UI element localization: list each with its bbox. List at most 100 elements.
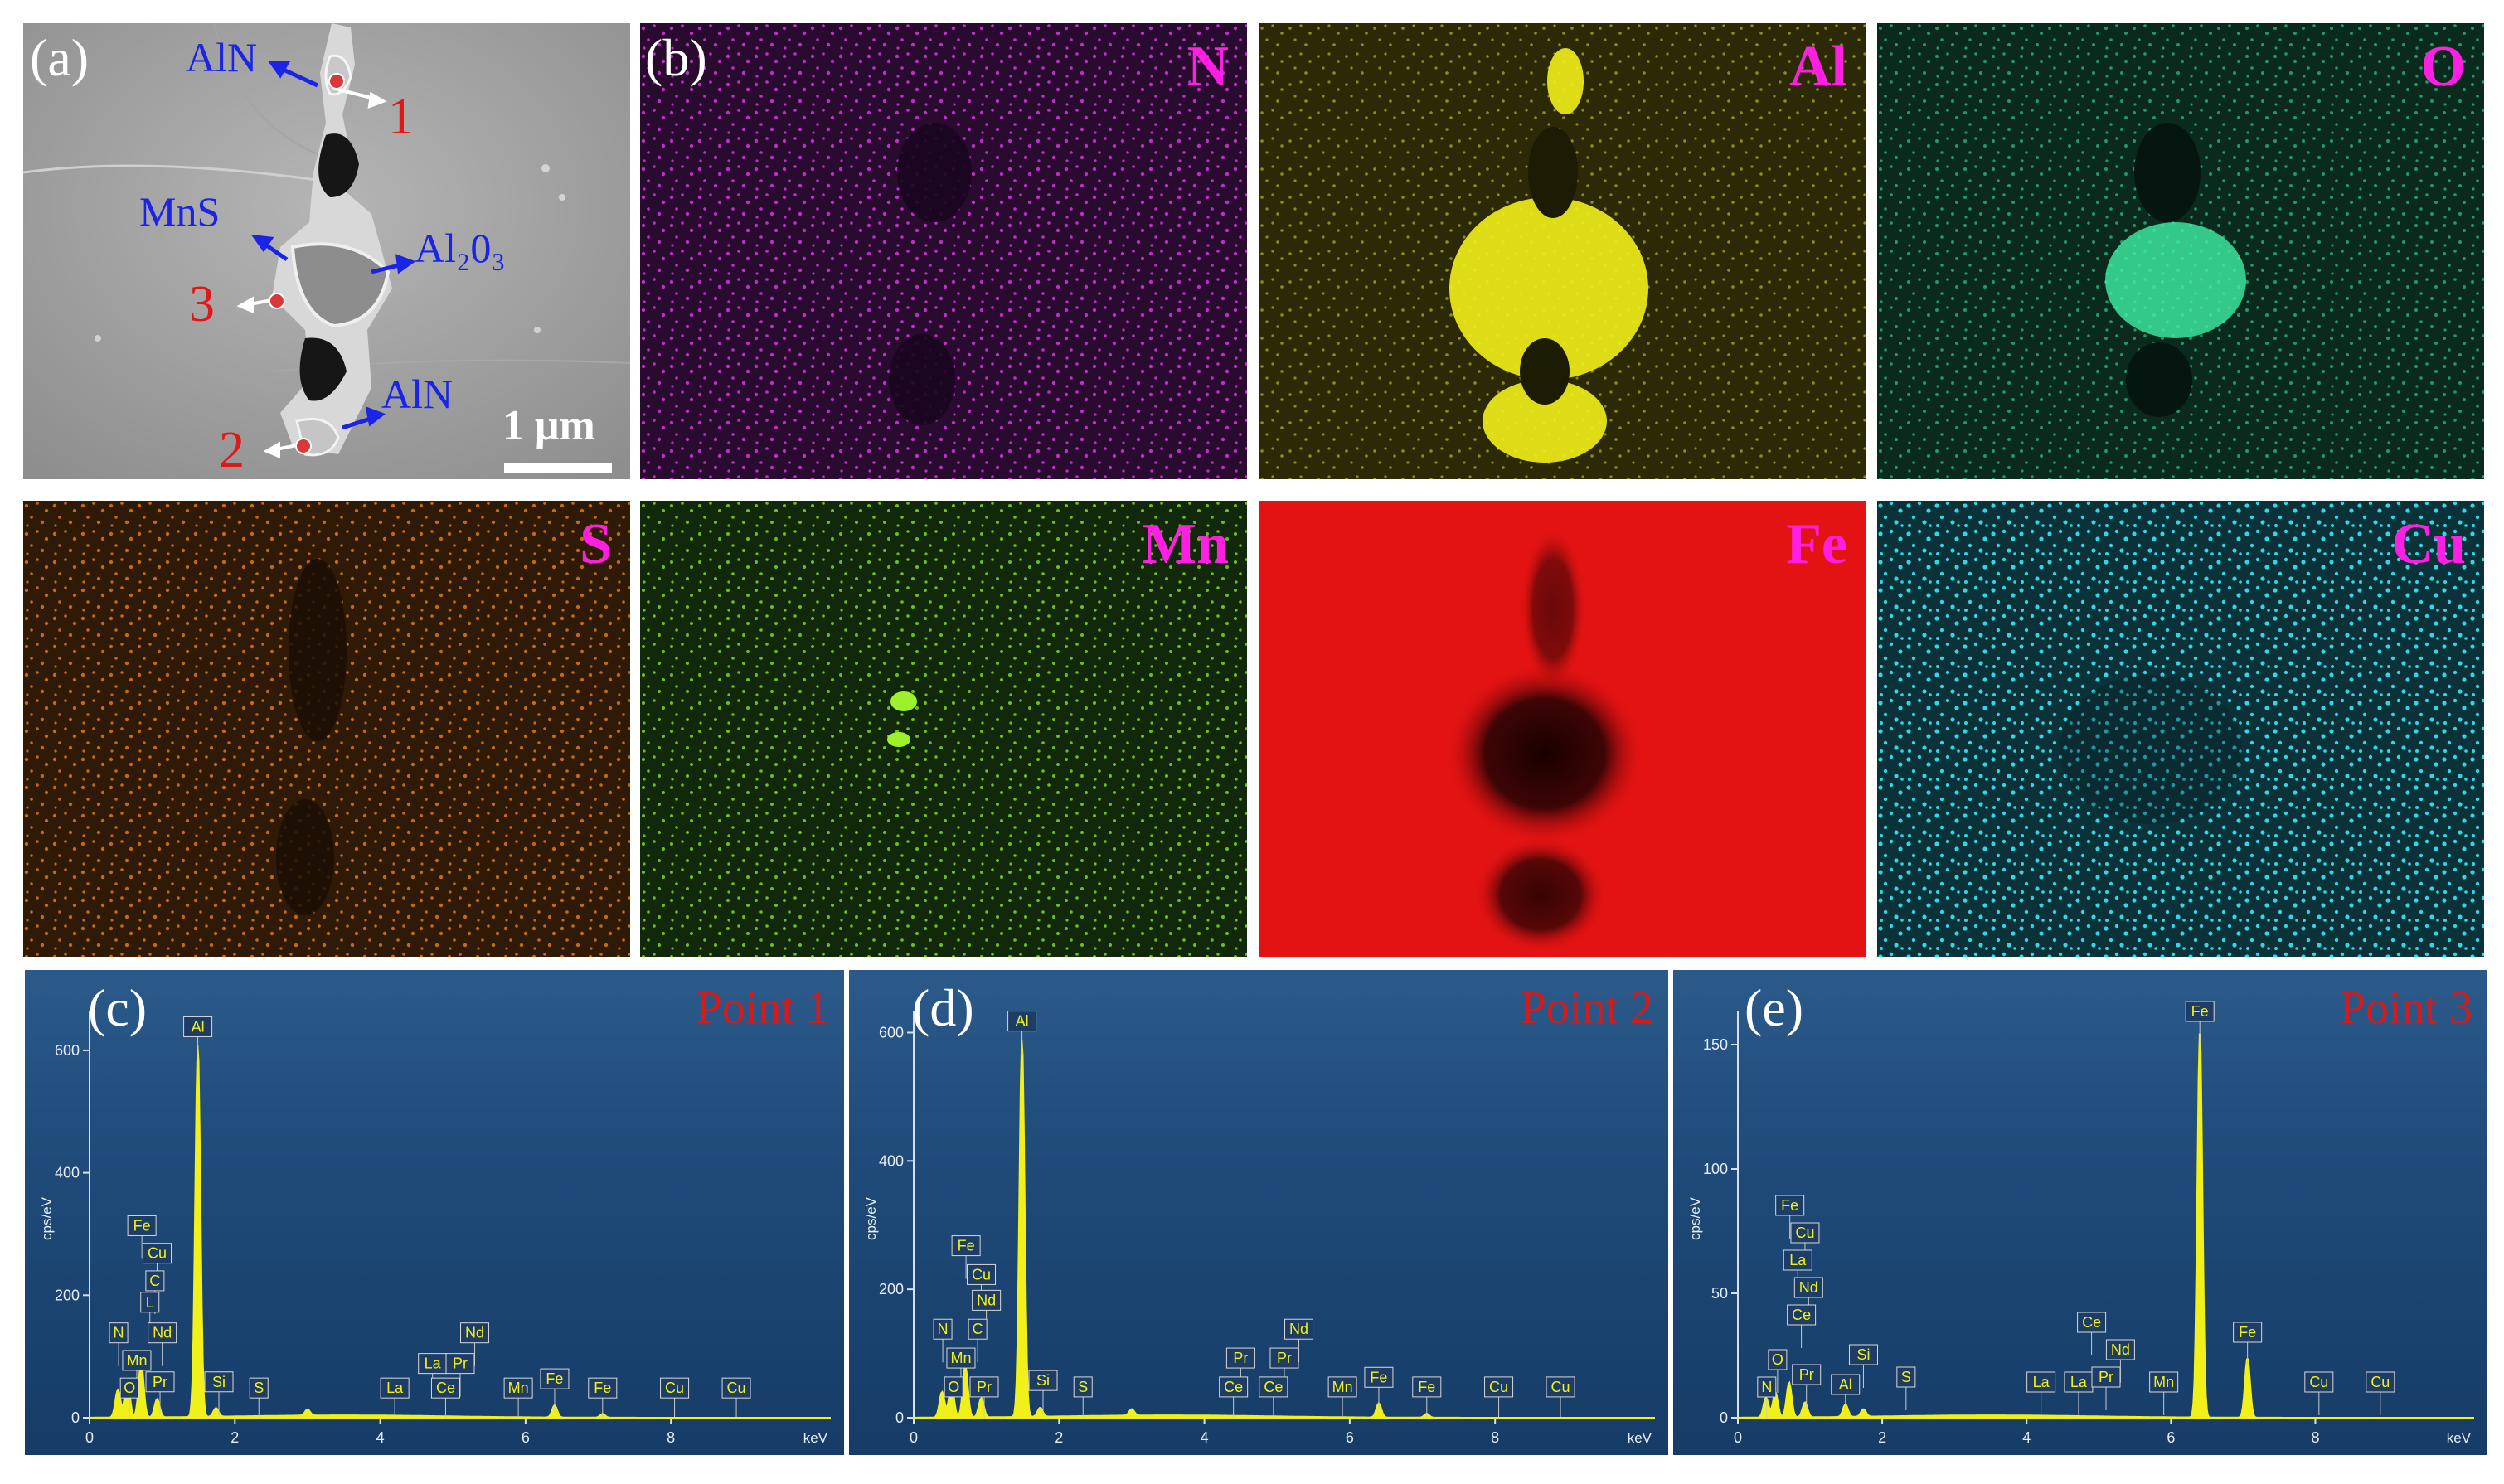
element-label: Cu: [2366, 1371, 2395, 1415]
element-label-text: Nd: [153, 1325, 172, 1341]
element-label-box: [944, 1376, 963, 1398]
panel-label-c: (c): [88, 978, 148, 1037]
annotation-al2o3: Al₂0₃: [415, 225, 506, 271]
annotation-aln-bottom: AlN: [381, 371, 454, 417]
x-axis-label: keV: [1628, 1430, 1652, 1446]
element-label: Fe: [2233, 1322, 2263, 1365]
y-tick-label: 100: [1703, 1161, 1728, 1177]
element-label-box: [1219, 1376, 1249, 1398]
element-label-box: [2077, 1312, 2107, 1333]
element-label-box: [109, 1322, 129, 1344]
element-label: Pr: [969, 1376, 999, 1418]
element-label: La: [380, 1377, 410, 1418]
element-label: Mn: [122, 1350, 152, 1394]
element-label-box: [721, 1377, 751, 1399]
element-label-text: Si: [1856, 1346, 1870, 1363]
element-label-text: Cu: [1795, 1225, 1814, 1241]
eds-map-s-image: [23, 501, 630, 957]
element-label-text: N: [114, 1325, 124, 1341]
element-label-text: C: [973, 1321, 983, 1337]
x-tick-label: 8: [667, 1429, 675, 1446]
element-label: O: [944, 1376, 963, 1418]
element-label-text: Cu: [1551, 1379, 1570, 1395]
map-label-s: S: [580, 512, 612, 576]
element-label: La: [2026, 1371, 2056, 1415]
spectrum-series: [89, 1045, 831, 1419]
element-label: Mn: [503, 1377, 533, 1418]
element-label-box: [460, 1322, 490, 1344]
element-label-box: [1028, 1370, 1058, 1391]
element-label-box: [2064, 1371, 2094, 1393]
element-label-text: Ce: [1792, 1307, 1811, 1323]
element-label: Cu: [1546, 1376, 1575, 1418]
element-label-box: [140, 1292, 160, 1313]
element-label: Fe: [588, 1377, 618, 1418]
y-tick-label: 0: [1720, 1409, 1728, 1426]
element-label-text: Fe: [546, 1370, 563, 1387]
element-label-text: N: [938, 1321, 949, 1337]
scale-bar: [504, 463, 612, 473]
element-label: Mn: [2149, 1371, 2179, 1415]
element-label: Fe: [1412, 1376, 1442, 1418]
y-axis-label: cps/eV: [1687, 1196, 1703, 1240]
element-label: N: [1757, 1376, 1777, 1418]
element-label: Nd: [148, 1322, 177, 1366]
element-label-box: [1259, 1376, 1288, 1398]
element-label: Nd: [1793, 1277, 1823, 1321]
element-label-text: Pr: [2099, 1369, 2113, 1385]
element-label-text: Ce: [2082, 1314, 2101, 1331]
element-label: Al: [183, 1016, 213, 1060]
element-label-text: S: [1078, 1379, 1088, 1395]
element-label-text: Al: [192, 1018, 205, 1035]
element-label-box: [967, 1263, 997, 1285]
element-label-box: [946, 1347, 976, 1369]
element-label-text: Fe: [1781, 1197, 1798, 1214]
element-label-text: La: [386, 1380, 404, 1396]
map-label-o: O: [2420, 35, 2466, 99]
element-label-text: La: [2033, 1374, 2050, 1390]
element-label-text: Mn: [126, 1352, 147, 1369]
element-label-box: [1792, 1364, 1822, 1385]
element-label-text: Cu: [727, 1380, 746, 1396]
x-tick-label: 2: [1055, 1429, 1063, 1446]
element-label: Nd: [460, 1322, 490, 1366]
element-label-text: Fe: [2191, 1003, 2209, 1020]
element-label-text: Fe: [594, 1380, 611, 1396]
element-label-text: Pr: [453, 1355, 468, 1372]
element-label: S: [1073, 1376, 1093, 1418]
element-label-box: [145, 1371, 175, 1393]
element-label: La: [418, 1353, 448, 1397]
scale-bar-label: 1 μm: [502, 402, 595, 449]
element-label-box: [127, 1215, 157, 1236]
element-label-box: [2233, 1322, 2263, 1343]
element-label-text: Cu: [148, 1245, 167, 1262]
x-tick-label: 6: [522, 1429, 530, 1446]
element-label-text: Mn: [508, 1380, 529, 1396]
x-tick-label: 2: [231, 1429, 239, 1446]
element-label: Ce: [2077, 1312, 2107, 1355]
element-label: Cu: [721, 1377, 751, 1418]
y-tick-label: 600: [879, 1024, 904, 1040]
element-label-box: [1831, 1374, 1861, 1395]
spectrum-series: [1737, 1033, 2474, 1419]
element-label-text: Fe: [133, 1217, 151, 1234]
element-label-text: Fe: [1418, 1379, 1435, 1395]
x-tick-label: 6: [2167, 1429, 2175, 1446]
element-label: Fe: [951, 1235, 981, 1279]
element-label: Fe: [127, 1215, 157, 1259]
annotation-mns: MnS: [139, 188, 221, 235]
x-tick-label: 8: [2311, 1429, 2319, 1446]
x-tick-label: 4: [2022, 1429, 2031, 1446]
element-label-text: Si: [1036, 1372, 1050, 1389]
spectrum-title-d: Point 2: [1520, 982, 1653, 1034]
element-label-text: Cu: [972, 1266, 991, 1283]
element-label: Ce: [1259, 1376, 1288, 1418]
y-tick-label: 200: [879, 1281, 904, 1297]
element-label-box: [1073, 1376, 1093, 1398]
element-label: N: [933, 1318, 953, 1363]
element-label-text: Mn: [950, 1350, 971, 1366]
y-tick-label: 0: [71, 1409, 80, 1426]
element-label-box: [119, 1377, 139, 1399]
element-label-box: [660, 1377, 690, 1399]
element-label-box: [588, 1377, 618, 1399]
